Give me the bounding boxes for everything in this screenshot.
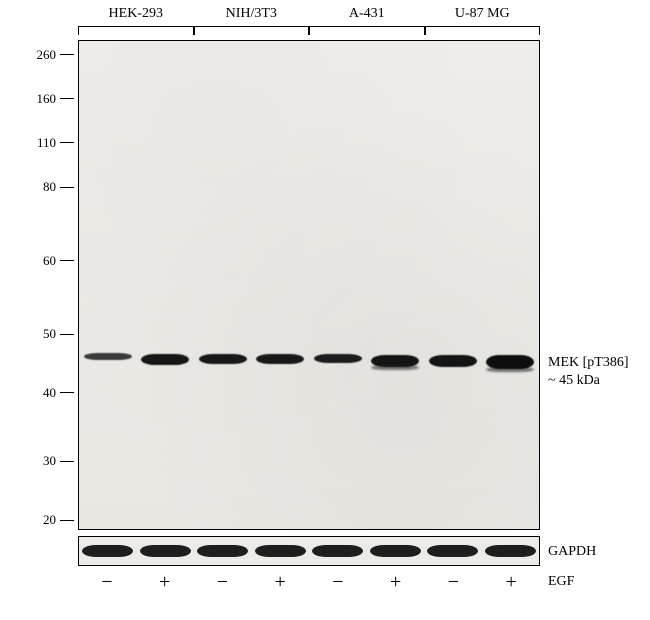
cell-line-label: HEK-293: [78, 6, 194, 22]
target-band: [256, 354, 304, 364]
mw-tick: [60, 54, 74, 55]
mw-tick: [60, 461, 74, 462]
gapdh-band: [370, 545, 421, 557]
target-band-annotation: MEK [pT386] ~ 45 kDa: [548, 354, 629, 389]
blot-lane: [79, 41, 137, 529]
egf-symbol: +: [136, 572, 194, 592]
gapdh-blot-lanes: [79, 537, 539, 565]
blot-lane: [252, 41, 310, 529]
egf-row-label: EGF: [548, 574, 574, 590]
gapdh-blot-membrane: [78, 536, 540, 566]
mw-value: 110: [37, 135, 56, 151]
western-blot-figure: HEK-293 NIH/3T3 A-431 U-87 MG 260 160 110 8…: [0, 0, 650, 620]
mw-value: 20: [43, 512, 56, 528]
mw-marker: 110: [37, 135, 74, 151]
bracket: [78, 26, 194, 38]
egf-symbol: −: [194, 572, 252, 592]
mw-marker: 20: [43, 512, 74, 528]
mw-value: 80: [43, 179, 56, 195]
blot-lane: [482, 41, 540, 529]
mw-marker: 40: [43, 385, 74, 401]
gapdh-band: [312, 545, 363, 557]
egf-symbol: −: [425, 572, 483, 592]
egf-symbol: +: [251, 572, 309, 592]
gapdh-band: [140, 545, 191, 557]
target-band: [84, 353, 132, 360]
mw-tick: [60, 142, 74, 143]
mw-tick: [60, 260, 74, 261]
mw-value: 40: [43, 385, 56, 401]
gapdh-lane: [252, 537, 310, 565]
blot-lane: [137, 41, 195, 529]
gapdh-lane: [309, 537, 367, 565]
gapdh-band: [197, 545, 248, 557]
mw-ladder: 260 160 110 80 60 50 40 30 20: [0, 40, 78, 530]
bracket: [309, 26, 425, 38]
target-name: MEK [pT386]: [548, 354, 629, 372]
target-band: [199, 354, 247, 364]
target-band-smudge: [486, 367, 534, 372]
egf-symbol: −: [309, 572, 367, 592]
target-band-smudge: [371, 365, 419, 370]
gapdh-lane: [137, 537, 195, 565]
target-size: ~ 45 kDa: [548, 372, 629, 390]
mw-marker: 50: [43, 326, 74, 342]
mw-tick: [60, 187, 74, 188]
gapdh-band: [485, 545, 536, 557]
gapdh-band: [255, 545, 306, 557]
mw-marker: 160: [37, 91, 75, 107]
egf-symbol: −: [78, 572, 136, 592]
mw-value: 30: [43, 453, 56, 469]
blot-lane: [194, 41, 252, 529]
gapdh-lane: [482, 537, 540, 565]
gapdh-band: [427, 545, 478, 557]
gapdh-band: [82, 545, 133, 557]
mw-value: 60: [43, 253, 56, 269]
egf-symbol: +: [367, 572, 425, 592]
gapdh-lane: [367, 537, 425, 565]
mw-value: 160: [37, 91, 57, 107]
gapdh-lane: [79, 537, 137, 565]
mw-tick: [60, 392, 74, 393]
cell-line-brackets: [78, 26, 540, 38]
egf-symbol: +: [482, 572, 540, 592]
mw-value: 260: [37, 47, 57, 63]
cell-line-label: NIH/3T3: [194, 6, 310, 22]
mw-marker: 260: [37, 47, 75, 63]
target-band: [429, 355, 477, 367]
mw-tick: [60, 334, 74, 335]
blot-lane: [367, 41, 425, 529]
blot-lane: [309, 41, 367, 529]
main-blot-lanes: [79, 41, 539, 529]
gapdh-lane: [194, 537, 252, 565]
target-band: [314, 354, 362, 363]
main-blot-membrane: [78, 40, 540, 530]
gapdh-lane: [424, 537, 482, 565]
bracket: [425, 26, 541, 38]
mw-marker: 60: [43, 253, 74, 269]
mw-tick: [60, 520, 74, 521]
target-band: [141, 354, 189, 365]
cell-line-label: A-431: [309, 6, 425, 22]
mw-tick: [60, 98, 74, 99]
blot-lane: [424, 41, 482, 529]
mw-marker: 80: [43, 179, 74, 195]
cell-line-labels-row: HEK-293 NIH/3T3 A-431 U-87 MG: [78, 6, 540, 22]
mw-marker: 30: [43, 453, 74, 469]
bracket: [194, 26, 310, 38]
gapdh-label: GAPDH: [548, 543, 596, 561]
egf-treatment-row: −+−+−+−+: [78, 572, 540, 592]
cell-line-label: U-87 MG: [425, 6, 541, 22]
mw-value: 50: [43, 326, 56, 342]
